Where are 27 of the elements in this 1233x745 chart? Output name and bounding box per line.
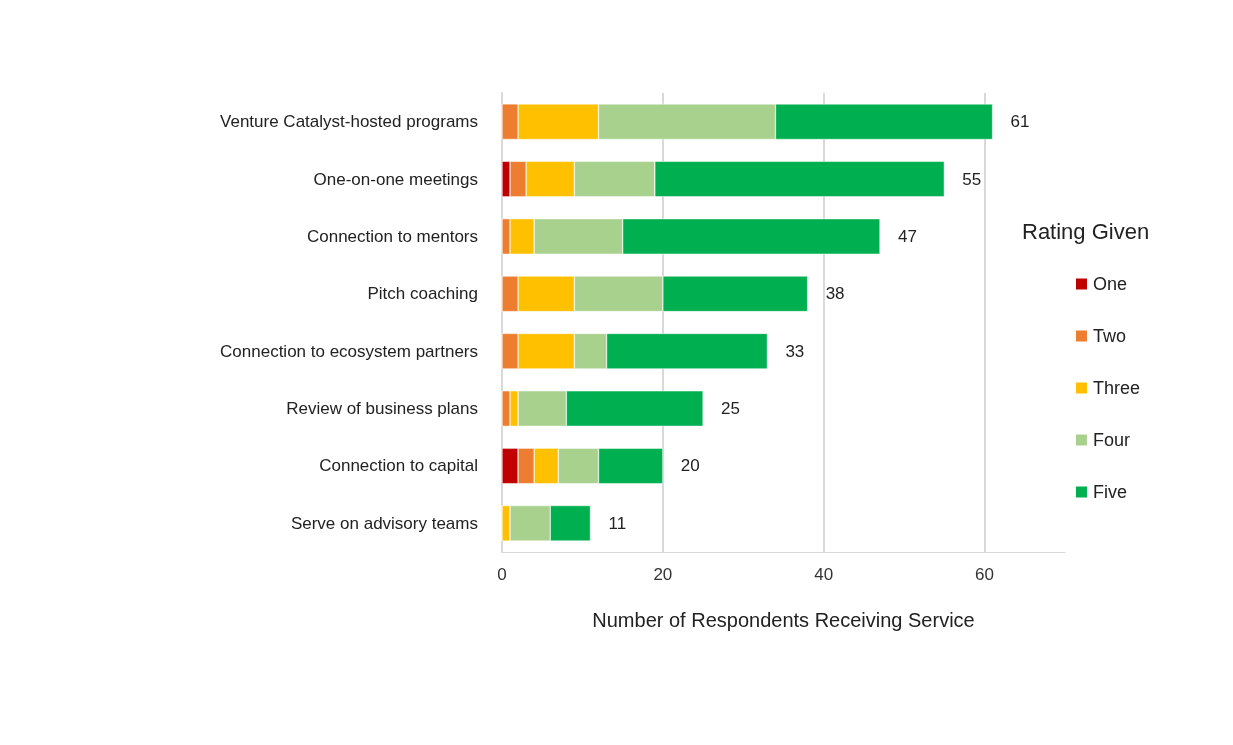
y-tick-label: One-on-one meetings [313,169,478,189]
y-tick-label: Connection to ecosystem partners [220,341,478,361]
total-label: 55 [962,169,982,189]
total-label: 25 [721,399,740,419]
legend-label: Five [1092,482,1127,502]
y-tick-label: Venture Catalyst-hosted programs [220,112,478,132]
y-tick-label: Review of business plans [286,399,478,419]
legend-label: Four [1092,430,1130,450]
total-label: 20 [680,456,700,476]
total-label: 38 [825,284,845,304]
y-tick-label: Serve on advisory teams [290,513,478,533]
x-tick-label: 60 [975,565,995,584]
y-tick-label: Connection to mentors [306,226,478,246]
legend-title: Rating Given [1022,218,1150,244]
legend-label: Three [1092,378,1141,398]
total-label: 11 [608,513,627,533]
x-tick-label: 0 [497,565,507,584]
legend-label: Two [1092,326,1126,346]
y-tick-label: Pitch coaching [367,284,478,304]
x-axis-title: Number of Respondents Receiving Service [592,609,975,631]
x-tick-label: 40 [814,565,834,584]
x-tick-label: 20 [653,565,673,584]
y-tick-label: Connection to capital [319,456,478,476]
legend-label: One [1092,274,1128,294]
total-label: 47 [898,226,917,246]
total-label: 61 [1010,112,1030,132]
total-label: 33 [785,341,805,361]
